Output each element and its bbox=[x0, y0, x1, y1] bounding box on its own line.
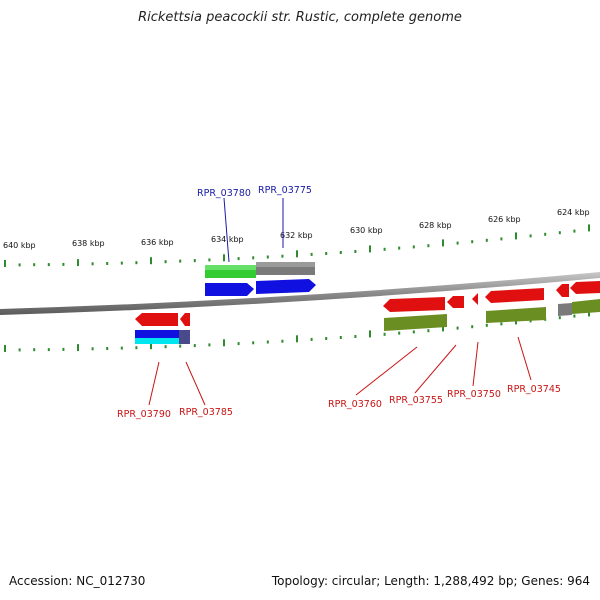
gene-arrow-rpr-03775[interactable] bbox=[256, 279, 316, 294]
gene-label[interactable]: RPR_03775 bbox=[258, 185, 312, 196]
forward-gene-labels: RPR_03780 RPR_03775 bbox=[197, 185, 312, 199]
gene-label[interactable]: RPR_03760 bbox=[328, 399, 382, 410]
gene-arrow-rpr-03780[interactable] bbox=[205, 283, 254, 296]
gene-arrow-rpr-03755[interactable] bbox=[447, 296, 464, 308]
gene-arrow-rpr-03750[interactable] bbox=[472, 293, 478, 305]
scale-label-628: 628 kbp bbox=[419, 221, 452, 230]
gene-label[interactable]: RPR_03755 bbox=[389, 395, 443, 406]
gene-label[interactable]: RPR_03790 bbox=[117, 409, 171, 420]
forward-gene-track bbox=[205, 279, 316, 296]
cog-reverse-track bbox=[135, 299, 600, 344]
cog-bar bbox=[572, 299, 600, 314]
gene-arrow-rpr-03745[interactable] bbox=[485, 288, 544, 303]
scale-label-636: 636 kbp bbox=[141, 238, 174, 247]
gene-arrow-rpr-03790[interactable] bbox=[135, 313, 178, 326]
gene-arrow-offscreen-a[interactable] bbox=[556, 284, 569, 297]
reverse-gene-labels: RPR_03790 RPR_03785 RPR_03760 RPR_03755 … bbox=[117, 384, 561, 420]
gene-label[interactable]: RPR_03745 bbox=[507, 384, 561, 395]
scale-label-630: 630 kbp bbox=[350, 226, 383, 235]
gene-label[interactable]: RPR_03780 bbox=[197, 188, 251, 199]
cog-bar bbox=[486, 307, 546, 323]
scale-labels: 640 kbp 638 kbp 636 kbp 634 kbp 632 kbp … bbox=[3, 208, 590, 250]
scale-label-638: 638 kbp bbox=[72, 239, 105, 248]
reverse-gene-track bbox=[135, 281, 600, 326]
gene-label[interactable]: RPR_03750 bbox=[447, 389, 501, 400]
genome-summary-text: Topology: circular; Length: 1,288,492 bp… bbox=[271, 574, 590, 588]
map-title: Rickettsia peacockii str. Rustic, comple… bbox=[138, 10, 462, 25]
genome-backbone bbox=[0, 272, 600, 315]
cog-bar bbox=[384, 314, 447, 331]
scale-label-626: 626 kbp bbox=[488, 215, 521, 224]
scale-label-640: 640 kbp bbox=[3, 241, 36, 250]
cog-bar bbox=[179, 330, 190, 344]
cog-bar bbox=[135, 330, 179, 338]
cog-bar bbox=[135, 338, 179, 344]
outer-tick-row bbox=[4, 224, 590, 267]
gene-arrow-rpr-03785[interactable] bbox=[180, 313, 190, 326]
cog-bar-shade bbox=[205, 265, 256, 270]
gene-arrow-offscreen-b[interactable] bbox=[570, 281, 600, 294]
scale-label-632: 632 kbp bbox=[280, 231, 313, 240]
gene-arrow-rpr-03760[interactable] bbox=[383, 297, 445, 312]
cog-forward-track bbox=[205, 262, 315, 278]
scale-label-624: 624 kbp bbox=[557, 208, 590, 217]
gene-label[interactable]: RPR_03785 bbox=[179, 407, 233, 418]
callout-lines bbox=[148, 197, 532, 406]
accession-text: Accession: NC_012730 bbox=[9, 574, 146, 588]
cog-bar-shade bbox=[256, 262, 315, 267]
cog-bar bbox=[558, 303, 572, 316]
